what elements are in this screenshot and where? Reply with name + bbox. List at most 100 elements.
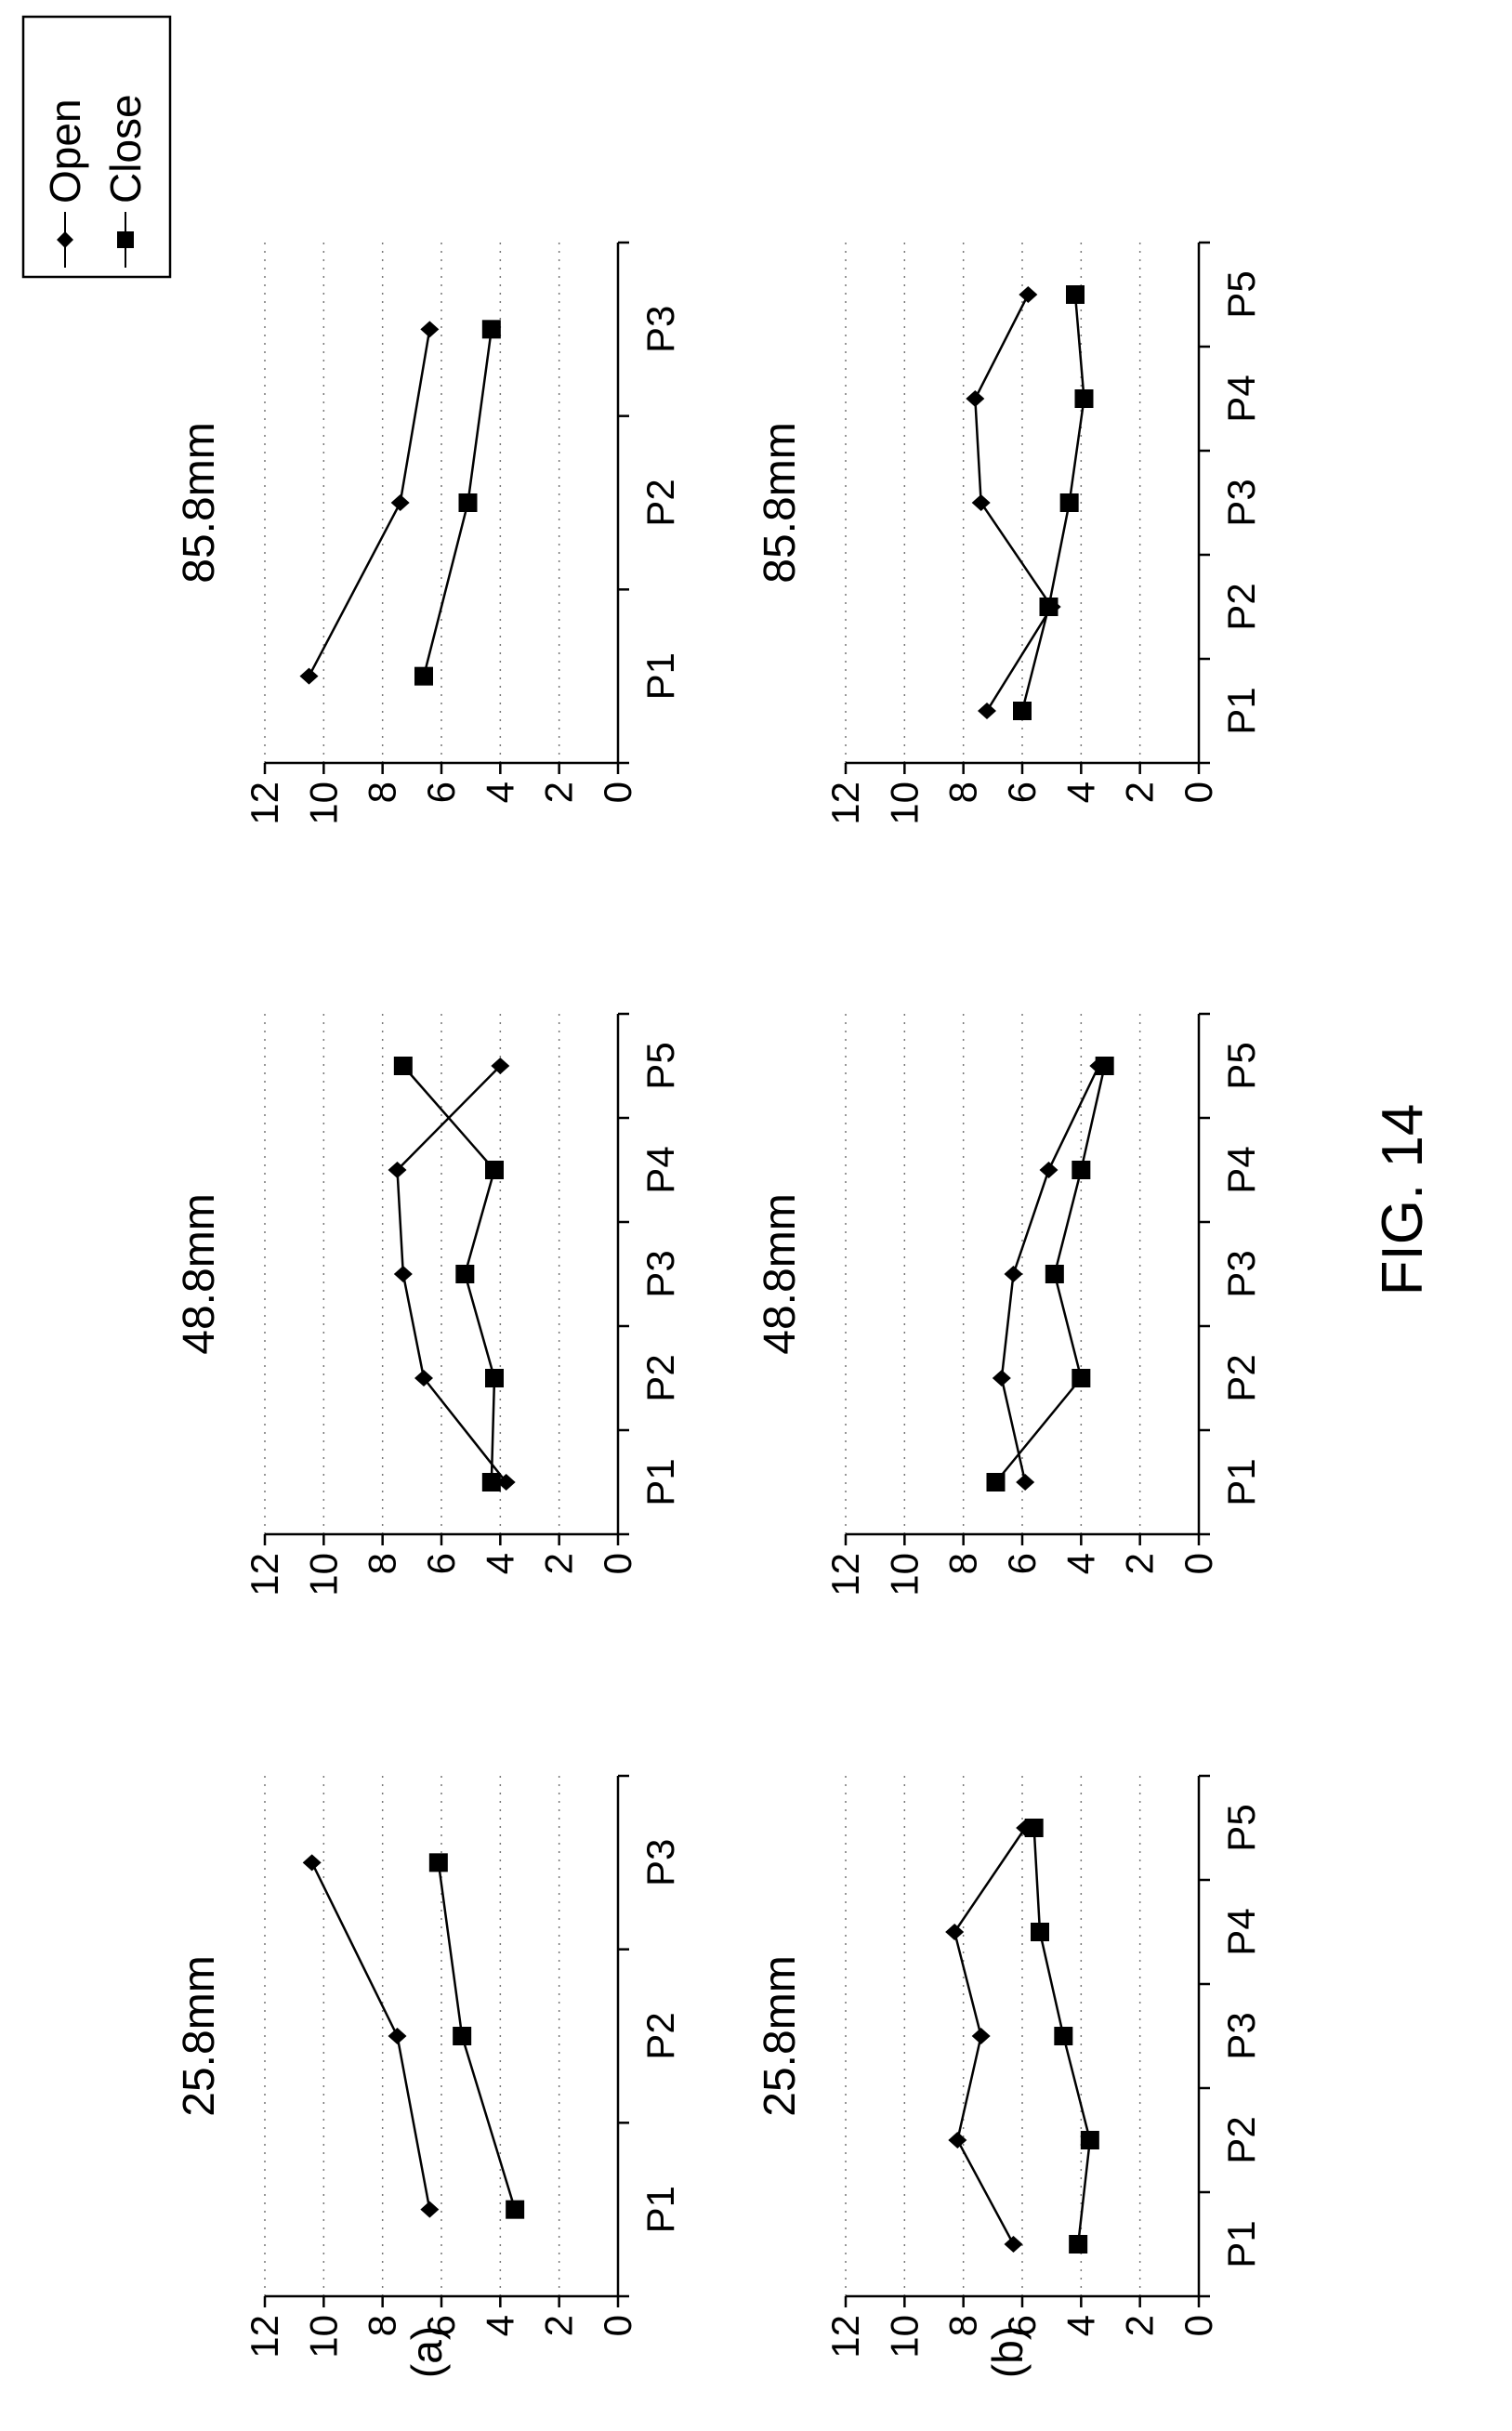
series-line-close (437, 1862, 517, 2211)
y-tick-label: 4 (1058, 782, 1102, 803)
data-point-close (485, 1161, 504, 1179)
data-point-open (390, 494, 410, 511)
data-point-close (1095, 1057, 1114, 1075)
chart-title: 25.8mm (175, 1955, 224, 2116)
y-tick-label: 8 (361, 2315, 404, 2336)
y-tick-label: 6 (1000, 782, 1044, 803)
y-tick-label: 6 (419, 1553, 463, 1574)
figure-caption: FIG. 14 (1371, 1104, 1435, 1296)
data-point-close (458, 493, 478, 512)
y-tick-label: 10 (882, 2315, 926, 2359)
data-point-close (1059, 493, 1079, 512)
x-tick-label: P2 (638, 479, 682, 526)
data-point-close (481, 1473, 501, 1491)
data-point-open (971, 2028, 991, 2044)
chart-title: 85.8mm (175, 422, 224, 583)
rotated-figure: 25.8mm024681012P1P2P348.8mm024681012P1P2… (21, 15, 1435, 2378)
data-point-close (453, 2027, 472, 2045)
y-tick-label: 4 (478, 1553, 521, 1574)
data-point-open (302, 1854, 322, 1872)
y-tick-label: 4 (478, 782, 521, 803)
y-tick-label: 10 (301, 2315, 345, 2359)
data-point-open (1004, 1266, 1023, 1282)
x-tick-label: P4 (1219, 1146, 1263, 1193)
data-point-close (1072, 1161, 1091, 1179)
x-tick-label: P3 (638, 306, 682, 353)
chart-title: 25.8mm (756, 1955, 805, 2116)
y-tick-label: 12 (243, 1553, 286, 1597)
data-point-close (1074, 389, 1094, 408)
data-point-open (971, 494, 991, 511)
data-point-open (1019, 286, 1038, 303)
data-point-open (393, 1266, 413, 1282)
x-tick-label: P1 (638, 1458, 682, 1505)
data-point-close (986, 1473, 1006, 1491)
x-tick-label: P1 (1219, 1458, 1263, 1505)
x-tick-label: P5 (1219, 1042, 1263, 1089)
chart-title: 85.8mm (756, 422, 805, 583)
data-point-close (428, 1853, 448, 1873)
y-tick-label: 4 (1058, 2315, 1102, 2336)
data-point-open (388, 2028, 407, 2044)
row-label-a: (a) (402, 2326, 451, 2378)
data-point-open (420, 321, 440, 338)
data-point-close (1069, 2235, 1088, 2254)
y-tick-label: 10 (882, 782, 926, 825)
data-point-close (1080, 2131, 1099, 2149)
data-point-close (481, 320, 501, 339)
data-point-open (299, 667, 319, 685)
y-tick-label: 6 (419, 2315, 463, 2336)
data-point-open (420, 2201, 440, 2218)
data-point-close (506, 2200, 525, 2219)
data-point-open (978, 703, 996, 719)
y-tick-label: 4 (478, 2315, 521, 2336)
data-point-open (496, 1474, 516, 1491)
y-tick-label: 0 (596, 2315, 639, 2336)
y-tick-label: 2 (537, 2315, 581, 2336)
data-point-open (1016, 1474, 1035, 1491)
chart-title: 48.8mm (175, 1193, 224, 1354)
legend-open-label: Open (41, 99, 89, 204)
x-tick-label: P3 (638, 1250, 682, 1297)
y-tick-label: 10 (301, 1553, 345, 1597)
data-point-open (1004, 2236, 1023, 2253)
series-line-close (422, 329, 493, 677)
y-tick-label: 2 (1118, 782, 1162, 803)
series-line-open (396, 1065, 507, 1483)
y-tick-label: 10 (301, 782, 345, 825)
data-point-close (485, 1369, 504, 1387)
x-tick-label: P2 (638, 2012, 682, 2059)
x-tick-label: P2 (1219, 583, 1263, 630)
y-tick-label: 0 (1177, 2315, 1220, 2336)
legend-close-marker (117, 231, 134, 248)
y-tick-label: 0 (1177, 782, 1220, 803)
x-tick-label: P4 (1219, 1908, 1263, 1955)
y-tick-label: 0 (596, 782, 639, 803)
x-tick-label: P5 (1219, 1804, 1263, 1851)
x-tick-label: P3 (1219, 2012, 1263, 2059)
data-point-close (414, 666, 433, 686)
x-tick-label: P1 (1219, 2220, 1263, 2267)
data-point-close (1066, 285, 1085, 304)
x-tick-label: P1 (1219, 687, 1263, 734)
x-tick-label: P3 (638, 1839, 682, 1886)
x-tick-label: P5 (638, 1042, 682, 1089)
data-point-open (414, 1370, 433, 1386)
y-tick-label: 8 (941, 1553, 985, 1574)
row-label-b: (b) (983, 2326, 1032, 2378)
x-tick-label: P1 (638, 2186, 682, 2233)
y-tick-label: 12 (243, 782, 286, 825)
data-point-open (491, 1058, 510, 1074)
y-tick-label: 2 (537, 782, 581, 803)
chart-title: 48.8mm (756, 1193, 805, 1354)
y-tick-label: 0 (596, 1553, 639, 1574)
x-tick-label: P3 (1219, 1250, 1263, 1297)
legend-close-label: Close (101, 94, 150, 204)
y-tick-label: 8 (941, 782, 985, 803)
